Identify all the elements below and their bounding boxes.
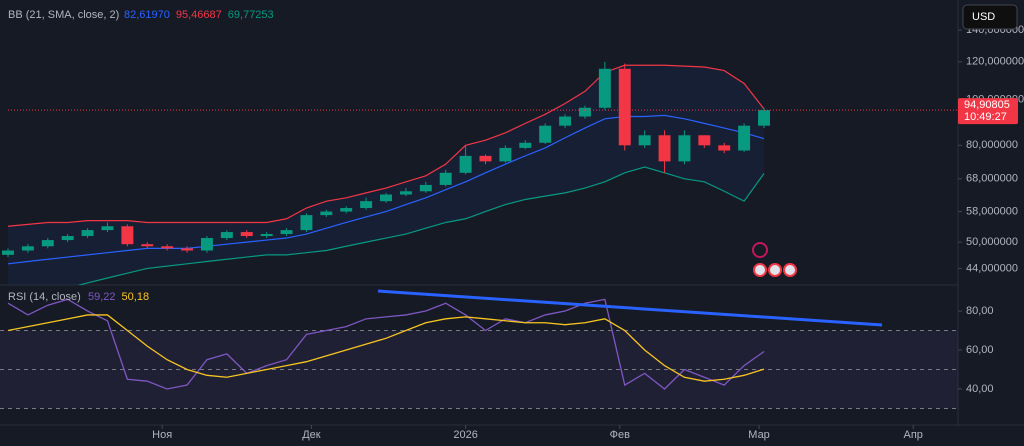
legend: 82,61970 95,46687 69,77253 xyxy=(124,9,274,21)
legend-value: 82,61970 xyxy=(124,9,170,21)
candle-body xyxy=(439,172,452,185)
y-tick-label: 50,000000 xyxy=(966,236,1018,248)
y-tick-label: 80,000000 xyxy=(966,139,1018,151)
band-line xyxy=(7,114,765,265)
event-icons xyxy=(752,242,797,277)
candle-body xyxy=(200,238,213,251)
band-fill xyxy=(8,65,765,285)
legend-value: 95,46687 xyxy=(176,9,222,21)
candle-body xyxy=(280,230,293,235)
candle-body xyxy=(380,194,392,202)
legend-value: 69,77253 xyxy=(228,9,274,21)
rsi-line xyxy=(7,298,765,390)
candle-body xyxy=(598,68,611,108)
candle-body xyxy=(121,226,134,245)
candle-body xyxy=(459,155,472,173)
currency-label[interactable]: USD xyxy=(972,11,995,23)
y-tick-label: 44,000000 xyxy=(966,262,1018,274)
candle-body xyxy=(758,110,770,126)
last-price: 94,90805 xyxy=(964,99,1010,111)
price-pane: 140,000000120,000000100,00000080,0000006… xyxy=(2,9,1024,285)
candle-body xyxy=(698,135,711,146)
y-tick-label: 58,000000 xyxy=(966,205,1018,217)
candle-body xyxy=(658,135,671,162)
candle-body xyxy=(260,234,273,237)
candle-body xyxy=(141,244,154,247)
x-tick-label: Апр xyxy=(904,429,923,441)
candle-body xyxy=(41,240,54,247)
rsi-title: RSI (14, close) xyxy=(8,291,81,303)
candle-body xyxy=(559,116,572,126)
candle-body xyxy=(399,191,412,195)
band-line xyxy=(77,166,765,285)
candle-body xyxy=(220,232,233,239)
candle-body xyxy=(340,208,353,212)
candle-body xyxy=(181,248,194,251)
legend: 59,22 50,18 xyxy=(88,291,149,303)
candle-body xyxy=(419,184,432,192)
y-tick-label: 60,00 xyxy=(966,344,994,356)
candle-body xyxy=(499,147,512,162)
currency-button[interactable]: USD xyxy=(962,4,1018,30)
event-icon[interactable] xyxy=(752,242,768,258)
y-tick-label: 80,00 xyxy=(966,305,994,317)
candle-body xyxy=(2,250,14,255)
candle-body xyxy=(718,145,731,151)
button-box[interactable] xyxy=(962,4,1018,30)
trend-line xyxy=(377,289,883,327)
y-tick-label: 40,00 xyxy=(966,383,994,395)
band-line xyxy=(7,64,765,227)
last-time: 10:49:27 xyxy=(964,111,1007,123)
x-tick-label: 2026 xyxy=(453,429,477,441)
candle-body xyxy=(81,230,94,237)
event-icon[interactable] xyxy=(783,263,797,277)
x-tick-label: Ноя xyxy=(152,429,172,441)
event-icon[interactable] xyxy=(768,263,782,277)
candle-body xyxy=(519,142,532,148)
candle-body xyxy=(300,215,313,231)
y-tick-label: 68,000000 xyxy=(966,173,1018,185)
candle-body xyxy=(61,236,74,241)
candle-body xyxy=(738,125,751,151)
event-icon[interactable] xyxy=(753,263,767,277)
candle-body xyxy=(240,232,253,237)
legend-value: 50,18 xyxy=(122,291,150,303)
legend-value: 59,22 xyxy=(88,291,116,303)
candle-body xyxy=(578,107,591,117)
candle-body xyxy=(638,135,651,146)
last-price-box xyxy=(958,98,1018,125)
candle-body xyxy=(101,226,114,231)
candle-body xyxy=(360,201,373,209)
candle-body xyxy=(320,211,333,216)
candle-body xyxy=(479,155,492,162)
x-tick-label: Фев xyxy=(610,429,630,441)
x-tick-label: Дек xyxy=(302,429,321,441)
y-tick-label: 120,000000 xyxy=(966,56,1024,68)
candle-body xyxy=(539,125,552,143)
x-tick-label: Мар xyxy=(748,429,770,441)
candle-body xyxy=(618,68,631,146)
candle-body xyxy=(161,246,174,249)
level-band xyxy=(0,330,958,409)
candle-body xyxy=(21,246,34,251)
bb-title: BB (21, SMA, close, 2) xyxy=(8,9,119,21)
candle-body xyxy=(678,135,691,162)
rsi-line xyxy=(7,314,765,382)
